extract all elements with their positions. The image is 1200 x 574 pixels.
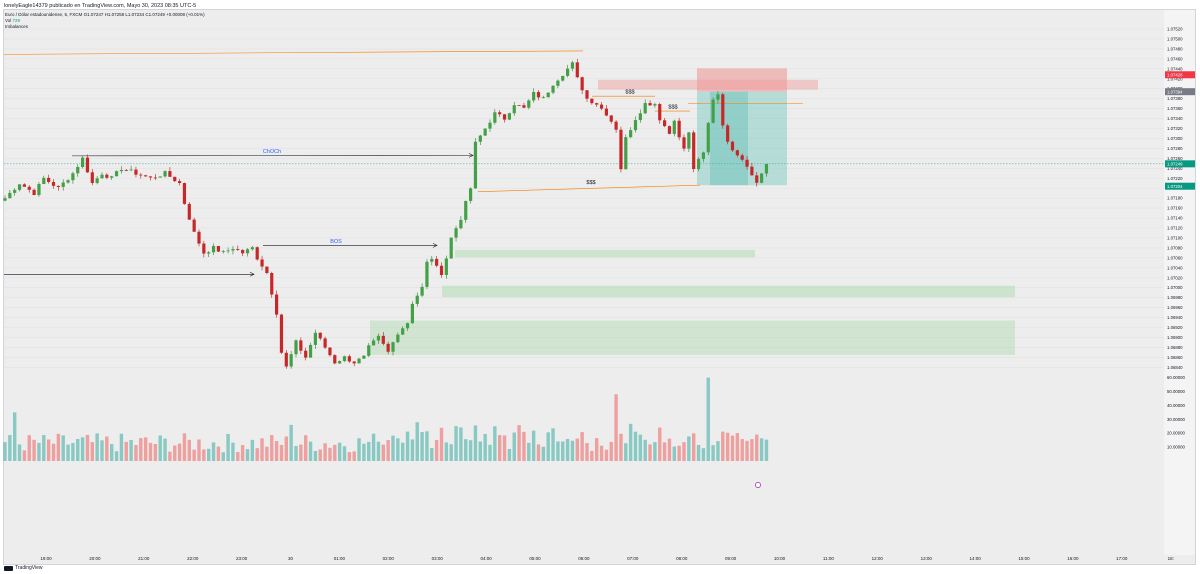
ohlc-values: O1.07247 H1.07258 L1.07234 C1.07249 +0.0… — [83, 12, 205, 17]
volume-legend[interactable]: Vol 729 — [5, 18, 20, 23]
tradingview-logo: TradingView — [4, 565, 43, 571]
volume-value: 729 — [12, 18, 21, 23]
indicator-label: Imbalances — [5, 24, 29, 29]
publish-header: lonelyEagle14379 publicado en TradingVie… — [4, 3, 197, 9]
tradingview-icon — [4, 565, 13, 571]
symbol-label[interactable]: Euro / Dólar estadounidense, 5, FXCM — [5, 12, 83, 17]
volume-label: Vol — [5, 18, 12, 23]
symbol-legend: Euro / Dólar estadounidense, 5, FXCM O1.… — [5, 12, 205, 17]
indicator-legend[interactable]: Imbalances — [5, 24, 28, 29]
chart-frame[interactable] — [3, 9, 1196, 565]
